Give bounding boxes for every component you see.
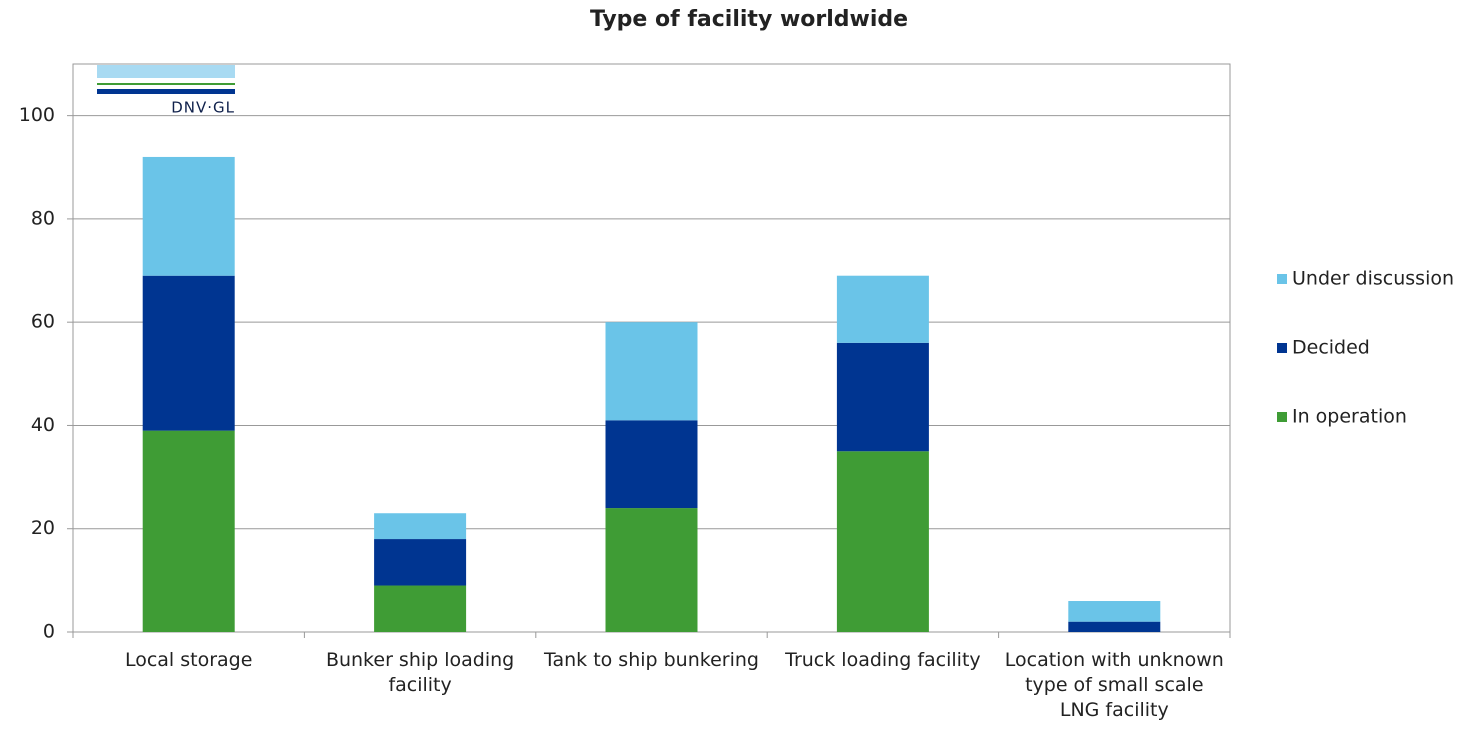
x-tick-label: Tank to ship bunkering [544,649,759,671]
bar-segment [605,420,698,509]
y-tick-label: 20 [31,517,55,539]
bar-segment [1068,621,1161,632]
bar-segment [142,156,235,276]
bar-segment [142,430,235,632]
bar-segment [374,513,467,540]
y-tick-label: 80 [31,207,55,229]
bar-segment [374,585,467,632]
legend-swatch [1277,343,1287,353]
x-tick-label: Location with unknown type of small scal… [1004,649,1224,721]
y-tick-label: 0 [43,621,55,643]
x-tick-label-box: Truck loading facility [785,649,981,671]
y-tick-label: 100 [19,104,55,126]
bar-segment [605,322,698,421]
chart-title: Type of facility worldwide [590,7,908,32]
legend-label: Decided [1292,337,1370,359]
x-tick-label-box: Location with unknown type of small scal… [1004,649,1224,721]
legend-swatch [1277,274,1287,284]
bar-segment [605,508,698,632]
x-tick-label: Bunker ship loading facility [325,649,515,696]
x-tick-label-box: Tank to ship bunkering [544,649,759,671]
x-tick-label: Truck loading facility [785,649,981,671]
logo-line [97,83,235,85]
x-tick-label-box: Bunker ship loading facility [325,649,515,696]
bar-segment [142,275,235,431]
y-tick-label: 40 [31,414,55,436]
legend-label: Under discussion [1292,268,1454,290]
logo-band [97,65,235,78]
y-tick-label: 60 [31,311,55,333]
bar-segment [836,275,929,343]
bar-segment [374,539,467,586]
bar-segment [1068,601,1161,622]
bar-segment [836,451,929,632]
logo-line [97,89,235,94]
x-tick-label: Local storage [124,649,253,671]
legend-label: In operation [1292,406,1407,428]
x-tick-label-box: Local storage [124,649,253,671]
bar-segment [836,342,929,452]
logo-text: DNV·GL [171,99,235,117]
legend-swatch [1277,412,1287,422]
